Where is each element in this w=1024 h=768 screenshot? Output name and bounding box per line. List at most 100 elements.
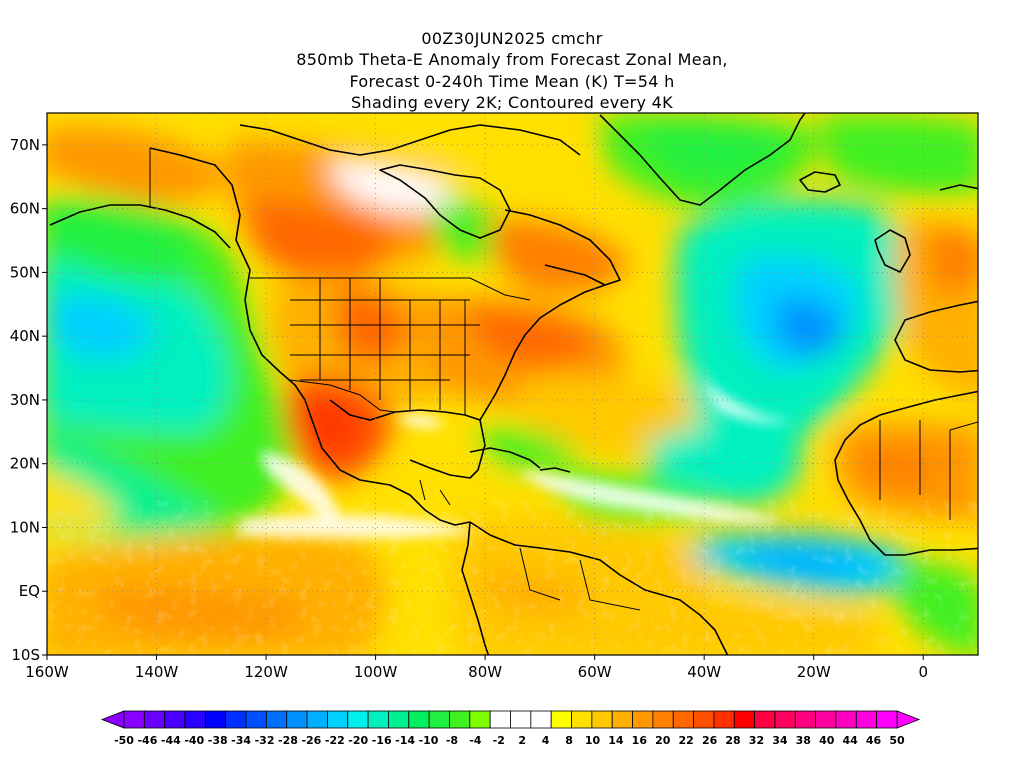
africa-borders: [879, 420, 978, 520]
x-tick-label: 120W: [244, 663, 288, 681]
colorbar-label: -34: [231, 734, 251, 747]
us-canada-border: [250, 277, 531, 301]
y-tick-label: 60N: [10, 200, 40, 218]
colorbar-swatch: [510, 710, 532, 729]
colorbar-label: -38: [208, 734, 228, 747]
colorbar-label: -40: [184, 734, 204, 747]
y-tick-label: 70N: [10, 136, 40, 154]
colorbar-label: 14: [608, 734, 624, 747]
colorbar-label: 20: [655, 734, 671, 747]
colorbar-label: -32: [255, 734, 275, 747]
state-grid-b: [319, 278, 466, 415]
colorbar-label: 32: [749, 734, 764, 747]
y-tick-label: 10N: [10, 518, 40, 536]
colorbar-swatch: [794, 710, 817, 729]
colorbar-swatch: [347, 710, 369, 729]
y-tick-label: 30N: [10, 391, 40, 409]
colorbar-label: -20: [348, 734, 368, 747]
colorbar-label: 40: [819, 734, 835, 747]
greenland: [599, 113, 806, 206]
x-tick-label: 160W: [25, 663, 69, 681]
south-america-borders: [519, 547, 641, 611]
hudson-bay: [379, 164, 511, 239]
x-tick-label: 100W: [354, 663, 398, 681]
africa-coast: [834, 390, 978, 556]
colorbar-label: -10: [419, 734, 439, 747]
x-tick-label: 0: [918, 663, 928, 681]
colorbar-swatch: [143, 710, 166, 729]
colorbar-swatch: [672, 710, 694, 729]
x-tick-label: 20W: [797, 663, 831, 681]
x-tick-label: 140W: [135, 663, 179, 681]
colorbar-swatch: [184, 710, 206, 729]
colorbar-label: 44: [842, 734, 858, 747]
colorbar-swatch: [489, 710, 511, 729]
colorbar-label: 34: [772, 734, 788, 747]
colorbar-label: 38: [796, 734, 811, 747]
scandinavia: [939, 184, 978, 191]
colorbar-label: -2: [493, 734, 505, 747]
colorbar-swatch: [713, 710, 735, 729]
y-tick-label: 10S: [11, 646, 40, 664]
british-isles: [874, 229, 911, 273]
colorbar-swatch: [306, 710, 328, 729]
colorbar-swatch: [428, 710, 450, 729]
title-line-1: 00Z30JUN2025 cmchr: [421, 29, 603, 48]
colorbar-below-arrow: [100, 710, 125, 729]
colorbar-swatch: [693, 710, 715, 729]
colorbar-label: 50: [889, 734, 905, 747]
colorbar-label: 22: [679, 734, 694, 747]
colorbar-label: -14: [395, 734, 415, 747]
colorbar-swatch: [733, 710, 756, 729]
y-axis: 70N 60N 50N 40N 30N 20N 10N EQ 10S: [10, 136, 47, 664]
colorbar-label: 10: [585, 734, 601, 747]
north-america-west-coast: [149, 147, 471, 526]
colorbar-label: -44: [161, 734, 181, 747]
colorbar-swatch: [835, 710, 857, 729]
alaska-coast: [49, 204, 231, 249]
colorbar-swatch: [530, 710, 552, 729]
colorbar-swatch: [164, 710, 186, 729]
colorbar-swatch: [855, 710, 878, 729]
arctic-islands: [239, 124, 581, 156]
colorbar-swatch: [245, 710, 267, 729]
y-tick-label: 50N: [10, 263, 40, 281]
y-tick-label: 40N: [10, 327, 40, 345]
plot-area: [47, 113, 978, 655]
iberia-coast: [894, 300, 978, 373]
colorbar-swatch: [265, 710, 288, 729]
colorbar-label: 16: [632, 734, 648, 747]
colorbar-swatch: [469, 710, 491, 729]
colorbar-label: -50: [114, 734, 134, 747]
colorbar-swatch: [225, 710, 247, 729]
hispaniola: [539, 467, 571, 473]
colorbar-label: -4: [469, 734, 482, 747]
graticule: [47, 113, 978, 655]
colorbar-label: 8: [565, 734, 573, 747]
speckle-texture: [47, 500, 978, 655]
title-line-4: Shading every 2K; Contoured every 4K: [351, 93, 673, 112]
title-line-3: Forecast 0-240h Time Mean (K) T=54 h: [349, 72, 675, 91]
coastlines: [49, 113, 978, 655]
colorbar-swatch: [388, 710, 410, 729]
colorbar-label: 2: [518, 734, 526, 747]
colorbar-label: -16: [372, 734, 392, 747]
labrador-coast: [504, 209, 621, 286]
x-tick-label: 60W: [578, 663, 612, 681]
colorbar-swatch: [286, 710, 308, 729]
colorbar: -50 -46 -44 -40 -38 -34 -32 -28 -26 -22 -20 -16 -14-…: [100, 710, 921, 747]
colorbar-swatch: [327, 710, 349, 729]
x-axis: 160W 140W 120W 100W 80W 60W 40W 20W 0: [25, 655, 928, 681]
south-america-west: [461, 521, 490, 655]
x-tick-label: 40W: [687, 663, 721, 681]
plot-frame: [46, 112, 979, 656]
colorbar-swatch: [123, 710, 145, 729]
gulf-coast: [329, 399, 486, 479]
iceland: [799, 171, 841, 193]
colorbar-swatch: [815, 710, 837, 729]
y-tick-label: EQ: [19, 582, 40, 600]
anomaly-field: [47, 113, 978, 655]
colorbar-swatch: [652, 710, 674, 729]
south-america: [469, 521, 729, 655]
